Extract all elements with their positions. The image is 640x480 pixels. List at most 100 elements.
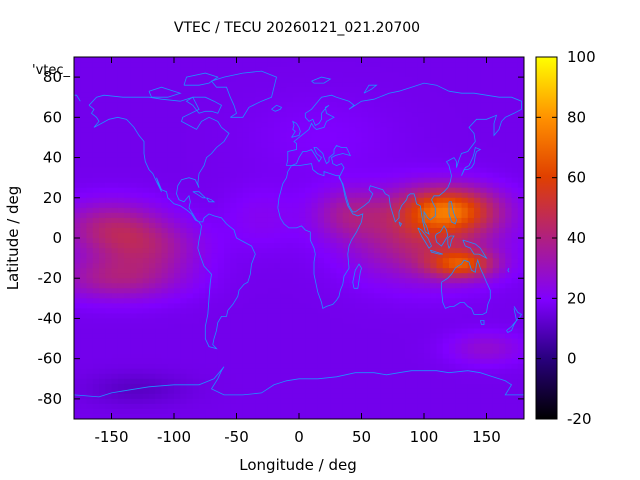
heatmap-cell: [192, 67, 200, 73]
heatmap-cell: [261, 172, 269, 179]
heatmap-cell: [130, 393, 138, 400]
heatmap-cell: [142, 388, 150, 395]
heatmap-cell: [199, 328, 206, 335]
heatmap-cell: [499, 248, 506, 254]
heatmap-cell: [217, 388, 225, 395]
heatmap-cell: [405, 117, 413, 123]
heatmap-cell: [192, 288, 200, 294]
heatmap-cell: [361, 343, 369, 350]
heatmap-cell: [205, 107, 213, 113]
heatmap-cell: [255, 308, 263, 315]
heatmap-cell: [192, 202, 200, 209]
heatmap-cell: [374, 137, 381, 144]
heatmap-cell: [124, 323, 131, 330]
heatmap-cell: [436, 207, 444, 214]
heatmap-cell: [192, 57, 200, 63]
heatmap-cell: [149, 283, 156, 289]
heatmap-cell: [417, 82, 425, 88]
heatmap-cell: [155, 122, 163, 128]
heatmap-cell: [449, 353, 456, 360]
heatmap-cell: [349, 323, 356, 330]
heatmap-cell: [236, 122, 244, 128]
heatmap-cell: [361, 57, 369, 63]
heatmap-cell: [517, 107, 524, 113]
heatmap-cell: [211, 197, 219, 204]
heatmap-cell: [230, 298, 238, 304]
heatmap-cell: [242, 227, 250, 234]
heatmap-cell: [355, 97, 363, 103]
heatmap-cell: [355, 147, 363, 154]
heatmap-cell: [492, 152, 500, 159]
heatmap-cell: [174, 343, 181, 350]
heatmap-cell: [317, 62, 325, 68]
heatmap-cell: [392, 243, 400, 249]
heatmap-cell: [136, 152, 144, 159]
heatmap-cell: [149, 167, 156, 174]
heatmap-cell: [80, 328, 88, 335]
heatmap-cell: [261, 177, 269, 184]
heatmap-cell: [280, 388, 288, 395]
heatmap-cell: [461, 338, 469, 345]
heatmap-cell: [211, 313, 219, 320]
heatmap-cell: [405, 177, 413, 184]
heatmap-cell: [399, 152, 406, 159]
heatmap-cell: [130, 283, 138, 289]
heatmap-cell: [330, 383, 338, 390]
heatmap-cell: [386, 227, 394, 234]
heatmap-cell: [242, 112, 250, 118]
heatmap-cell: [242, 97, 250, 103]
heatmap-cell: [367, 243, 375, 249]
heatmap-cell: [405, 67, 413, 73]
heatmap-cell: [430, 87, 438, 93]
heatmap-cell: [417, 172, 425, 179]
heatmap-cell: [249, 147, 256, 154]
heatmap-cell: [392, 278, 400, 284]
heatmap-cell: [449, 248, 456, 254]
heatmap-cell: [405, 127, 413, 134]
heatmap-cell: [161, 122, 169, 128]
heatmap-cell: [105, 182, 113, 189]
heatmap-cell: [311, 318, 319, 325]
heatmap-cell: [99, 152, 106, 159]
heatmap-cell: [374, 212, 381, 219]
heatmap-cell: [374, 303, 381, 309]
heatmap-cell: [211, 403, 219, 410]
heatmap-cell: [274, 232, 281, 239]
heatmap-cell: [249, 152, 256, 159]
heatmap-cell: [305, 127, 313, 134]
heatmap-cell: [111, 318, 119, 325]
heatmap-cell: [180, 248, 188, 254]
heatmap-cell: [486, 72, 494, 78]
heatmap-cell: [274, 227, 281, 234]
heatmap-cell: [111, 393, 119, 400]
heatmap-cell: [299, 107, 306, 113]
heatmap-cell: [492, 167, 500, 174]
heatmap-cell: [105, 152, 113, 159]
heatmap-cell: [174, 318, 181, 325]
heatmap-cell: [211, 122, 219, 128]
heatmap-cell: [499, 323, 506, 330]
heatmap-cell: [124, 363, 131, 370]
heatmap-cell: [99, 343, 106, 350]
heatmap-cell: [480, 263, 488, 269]
heatmap-cell: [286, 238, 294, 244]
heatmap-cell: [149, 172, 156, 179]
heatmap-cell: [180, 127, 188, 134]
heatmap-cell: [342, 202, 350, 209]
heatmap-cell: [155, 273, 163, 279]
heatmap-cell: [105, 373, 113, 380]
heatmap-cell: [317, 393, 325, 400]
heatmap-cell: [392, 383, 400, 390]
heatmap-cell: [130, 177, 138, 184]
heatmap-cell: [349, 162, 356, 169]
heatmap-cell: [117, 87, 125, 93]
heatmap-cell: [92, 343, 100, 350]
heatmap-cell: [174, 373, 181, 380]
heatmap-cell: [236, 67, 244, 73]
heatmap-cell: [492, 137, 500, 144]
heatmap-cell: [311, 273, 319, 279]
heatmap-cell: [155, 142, 163, 149]
heatmap-cell: [305, 77, 313, 83]
heatmap-cell: [255, 343, 263, 350]
heatmap-cell: [374, 62, 381, 68]
